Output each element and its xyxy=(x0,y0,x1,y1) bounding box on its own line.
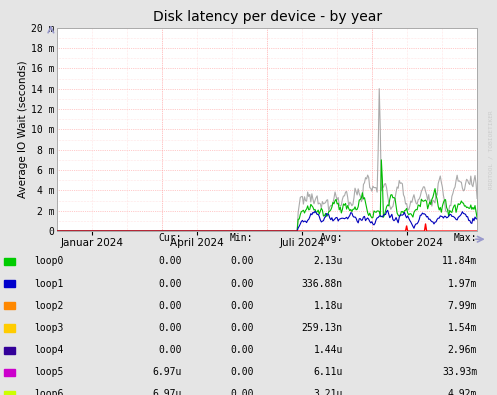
Text: Avg:: Avg: xyxy=(320,233,343,243)
Text: 0.00: 0.00 xyxy=(230,256,253,267)
Text: loop1: loop1 xyxy=(34,278,63,289)
Text: 0.00: 0.00 xyxy=(158,278,181,289)
Text: 2.96m: 2.96m xyxy=(448,345,477,355)
Text: 0.00: 0.00 xyxy=(230,278,253,289)
Text: loop3: loop3 xyxy=(34,323,63,333)
Text: loop2: loop2 xyxy=(34,301,63,311)
Text: 0.00: 0.00 xyxy=(158,256,181,267)
Text: 7.99m: 7.99m xyxy=(448,301,477,311)
Text: 11.84m: 11.84m xyxy=(442,256,477,267)
Text: loop0: loop0 xyxy=(34,256,63,267)
Y-axis label: Average IO Wait (seconds): Average IO Wait (seconds) xyxy=(18,60,28,198)
Text: 33.93m: 33.93m xyxy=(442,367,477,377)
Text: 0.00: 0.00 xyxy=(158,301,181,311)
Text: 336.88n: 336.88n xyxy=(302,278,343,289)
Text: 0.00: 0.00 xyxy=(230,367,253,377)
Text: 1.44u: 1.44u xyxy=(314,345,343,355)
Text: Max:: Max: xyxy=(454,233,477,243)
Text: 1.54m: 1.54m xyxy=(448,323,477,333)
Text: 0.00: 0.00 xyxy=(158,323,181,333)
Text: loop6: loop6 xyxy=(34,389,63,395)
Text: Cur:: Cur: xyxy=(158,233,181,243)
Text: 4.92m: 4.92m xyxy=(448,389,477,395)
Text: Min:: Min: xyxy=(230,233,253,243)
Text: 0.00: 0.00 xyxy=(230,389,253,395)
Text: 6.11u: 6.11u xyxy=(314,367,343,377)
Text: 259.13n: 259.13n xyxy=(302,323,343,333)
Text: loop5: loop5 xyxy=(34,367,63,377)
Text: 6.97u: 6.97u xyxy=(152,367,181,377)
Text: 1.97m: 1.97m xyxy=(448,278,477,289)
Text: 0.00: 0.00 xyxy=(230,345,253,355)
Text: 0.00: 0.00 xyxy=(230,301,253,311)
Text: 0.00: 0.00 xyxy=(158,345,181,355)
Text: 3.21u: 3.21u xyxy=(314,389,343,395)
Text: RRDTOOL / TOBIOETIKER: RRDTOOL / TOBIOETIKER xyxy=(488,111,493,190)
Text: 1.18u: 1.18u xyxy=(314,301,343,311)
Text: loop4: loop4 xyxy=(34,345,63,355)
Text: 0.00: 0.00 xyxy=(230,323,253,333)
Title: Disk latency per device - by year: Disk latency per device - by year xyxy=(153,10,382,24)
Text: 2.13u: 2.13u xyxy=(314,256,343,267)
Text: 6.97u: 6.97u xyxy=(152,389,181,395)
